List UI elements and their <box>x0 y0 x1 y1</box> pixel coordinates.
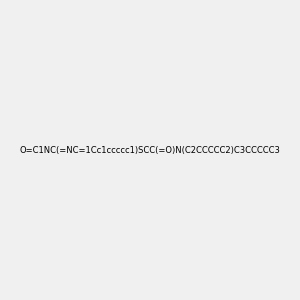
Text: O=C1NC(=NC=1Cc1ccccc1)SCC(=O)N(C2CCCCC2)C3CCCCC3: O=C1NC(=NC=1Cc1ccccc1)SCC(=O)N(C2CCCCC2)… <box>20 146 281 154</box>
